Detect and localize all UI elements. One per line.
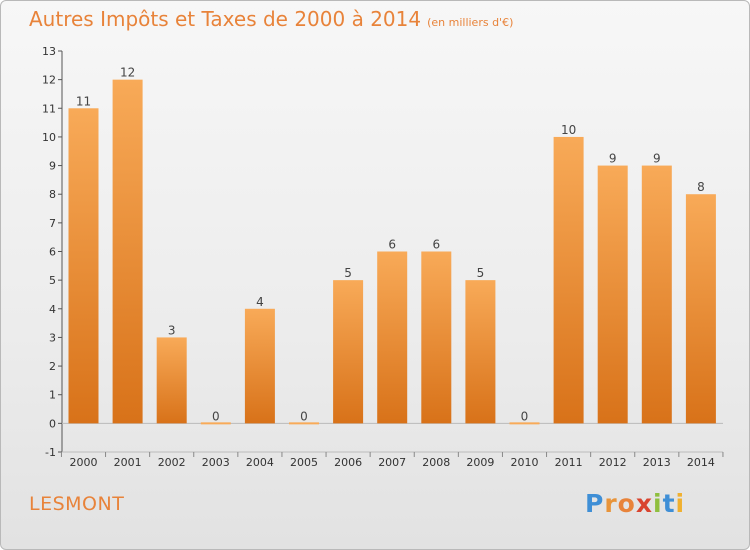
x-tick-label: 2000 [70,456,98,469]
y-tick-label: 4 [49,303,56,316]
bar-value-label: 0 [212,409,220,423]
bar [421,251,452,424]
bar [156,337,187,424]
proxiti-logo: Proxiti [585,489,686,518]
bar-value-label: 11 [76,94,91,108]
bar-value-label: 0 [300,409,308,423]
y-tick-label: 10 [42,131,56,144]
bar-value-label: 12 [120,66,135,80]
y-tick-label: 12 [42,74,56,87]
y-tick-label: 1 [49,389,56,402]
x-tick-label: 2001 [114,456,142,469]
y-tick-label: 9 [49,160,56,173]
title-unit: (en milliers d'€) [427,16,514,29]
bar [200,422,231,425]
bar-value-label: 5 [477,266,485,280]
x-tick-label: 2006 [334,456,362,469]
bar-value-label: 5 [344,266,352,280]
y-tick-label: 5 [49,274,56,287]
bar [597,165,628,424]
bar [553,136,584,424]
bar-value-label: 0 [521,409,529,423]
bar [68,108,99,424]
bar-value-label: 3 [168,323,176,337]
title-text: Autres Impôts et Taxes de 2000 à 2014 [29,7,422,31]
bar [289,422,319,425]
bar [509,422,540,425]
bar-value-label: 10 [561,123,576,137]
y-tick-label: 11 [42,102,56,115]
y-tick-label: 6 [49,246,56,259]
bar [244,308,275,424]
bar-value-label: 9 [653,152,661,166]
x-tick-label: 2003 [202,456,230,469]
x-tick-label: 2004 [246,456,274,469]
x-tick-label: 2007 [378,456,406,469]
x-tick-label: 2002 [158,456,186,469]
bar-value-label: 8 [697,180,705,194]
bar [377,251,408,424]
y-tick-label: 8 [49,188,56,201]
x-tick-label: 2010 [511,456,539,469]
chart-title: Autres Impôts et Taxes de 2000 à 2014 (en… [29,7,513,31]
x-tick-label: 2014 [687,456,715,469]
bar-value-label: 4 [256,295,264,309]
x-tick-label: 2009 [466,456,494,469]
y-tick-label: 0 [49,417,56,430]
x-tick-label: 2005 [290,456,318,469]
bar-value-label: 9 [609,152,617,166]
x-tick-label: 2013 [643,456,671,469]
bar [465,280,496,424]
x-tick-label: 2012 [599,456,627,469]
bar [641,165,672,424]
bar [112,79,143,424]
x-tick-label: 2011 [555,456,583,469]
bar-value-label: 6 [432,238,440,252]
y-tick-label: 3 [49,331,56,344]
x-tick-label: 2008 [422,456,450,469]
y-tick-label: 2 [49,360,56,373]
bar-layer: 11 12 3 0 4 0 5 6 6 5 0 10 9 9 8 [68,66,716,425]
bar [685,194,716,424]
bar-value-label: 6 [388,238,396,252]
town-name: LESMONT [29,493,125,515]
y-tick-label: -1 [45,446,56,459]
bar [333,280,364,424]
y-tick-label: 7 [49,217,56,230]
y-tick-label: 13 [42,45,56,58]
